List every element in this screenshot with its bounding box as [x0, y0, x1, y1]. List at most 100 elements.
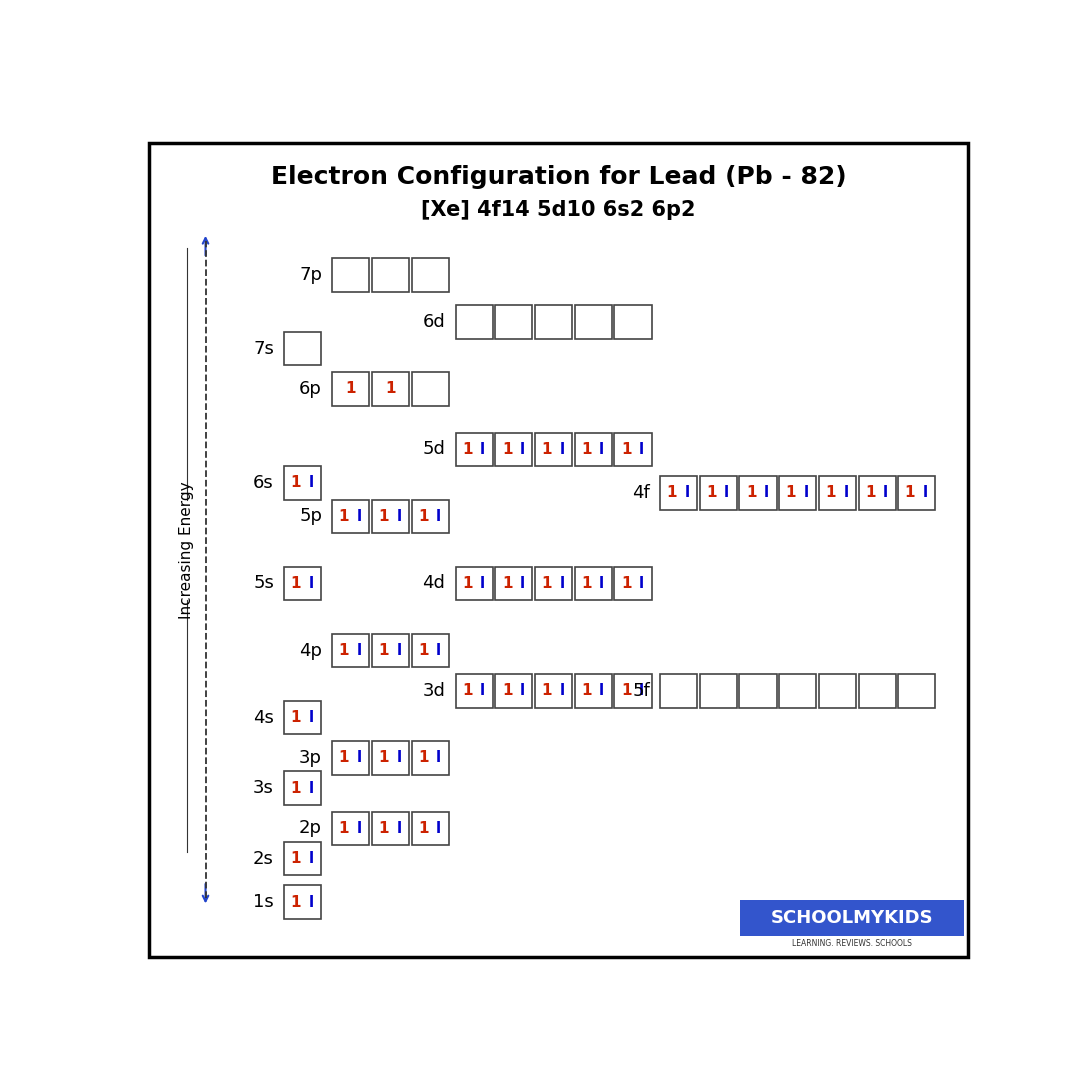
Bar	[412, 500, 449, 534]
Text: 1: 1	[786, 486, 796, 501]
Text: LEARNING. REVIEWS. SCHOOLS: LEARNING. REVIEWS. SCHOOLS	[792, 939, 912, 947]
Bar	[740, 901, 964, 935]
Bar	[535, 305, 572, 339]
Bar	[779, 674, 816, 708]
Text: 1: 1	[581, 576, 592, 591]
Text: l: l	[724, 486, 729, 501]
Bar	[372, 811, 409, 845]
Bar	[495, 566, 532, 600]
Text: 1: 1	[462, 576, 473, 591]
Text: 1: 1	[419, 750, 428, 766]
Bar	[372, 258, 409, 292]
Text: 1: 1	[542, 683, 552, 698]
Text: l: l	[600, 576, 604, 591]
Text: 1: 1	[385, 381, 396, 396]
Text: l: l	[600, 442, 604, 456]
Text: 2s: 2s	[253, 849, 274, 868]
Bar	[372, 742, 409, 774]
Bar	[661, 476, 698, 510]
Text: l: l	[559, 683, 565, 698]
Text: 1: 1	[542, 442, 552, 456]
Text: l: l	[356, 509, 362, 524]
Text: l: l	[356, 644, 362, 658]
Text: 1: 1	[291, 851, 301, 866]
Text: l: l	[803, 486, 809, 501]
Bar	[456, 674, 493, 708]
Bar	[495, 305, 532, 339]
Text: 3s: 3s	[253, 779, 274, 797]
Text: 1: 1	[339, 750, 349, 766]
Bar	[574, 432, 611, 466]
Bar	[859, 674, 896, 708]
Bar	[372, 634, 409, 668]
Text: l: l	[308, 576, 314, 591]
Text: 1: 1	[621, 576, 631, 591]
Text: l: l	[922, 486, 928, 501]
Text: l: l	[308, 476, 314, 490]
Bar	[332, 811, 370, 845]
Text: 5d: 5d	[423, 440, 446, 458]
Text: 3p: 3p	[299, 749, 323, 767]
Bar	[456, 566, 493, 600]
Text: 4p: 4p	[299, 641, 323, 660]
Text: 1: 1	[501, 442, 512, 456]
Bar	[535, 432, 572, 466]
Bar	[412, 258, 449, 292]
Text: SCHOOLMYKIDS: SCHOOLMYKIDS	[771, 909, 933, 927]
Text: 6s: 6s	[253, 474, 274, 492]
Bar	[615, 305, 652, 339]
Text: 6d: 6d	[423, 313, 446, 331]
Bar	[615, 566, 652, 600]
Text: 2p: 2p	[299, 819, 323, 837]
Text: l: l	[397, 509, 401, 524]
Text: 1: 1	[339, 509, 349, 524]
Bar	[615, 674, 652, 708]
Text: 7p: 7p	[299, 266, 323, 284]
Text: l: l	[397, 750, 401, 766]
Text: 1: 1	[581, 442, 592, 456]
Text: l: l	[844, 486, 848, 501]
Text: 1: 1	[581, 683, 592, 698]
Bar	[372, 372, 409, 406]
Bar	[859, 476, 896, 510]
Text: l: l	[308, 851, 314, 866]
Bar	[819, 674, 856, 708]
Bar	[412, 372, 449, 406]
Text: 1: 1	[621, 683, 631, 698]
Bar	[574, 674, 611, 708]
Text: 1: 1	[339, 644, 349, 658]
Text: l: l	[397, 644, 401, 658]
Text: 1: 1	[542, 576, 552, 591]
Bar	[700, 476, 737, 510]
Text: l: l	[685, 486, 690, 501]
Bar	[284, 466, 322, 500]
Bar	[284, 842, 322, 876]
Bar	[898, 674, 935, 708]
Text: 1: 1	[825, 486, 836, 501]
Text: Electron Configuration for Lead (Pb - 82): Electron Configuration for Lead (Pb - 82…	[270, 164, 847, 188]
Bar	[372, 500, 409, 534]
Text: 1: 1	[706, 486, 717, 501]
Text: 4s: 4s	[253, 709, 274, 726]
Text: l: l	[559, 442, 565, 456]
Text: 1: 1	[378, 821, 389, 836]
Bar	[739, 674, 776, 708]
Text: 1: 1	[501, 683, 512, 698]
Text: 5f: 5f	[632, 682, 650, 700]
Text: 1: 1	[291, 710, 301, 725]
Text: 1s: 1s	[253, 893, 274, 911]
Text: 1: 1	[865, 486, 875, 501]
Text: l: l	[356, 750, 362, 766]
Text: l: l	[883, 486, 888, 501]
Text: l: l	[436, 644, 441, 658]
Text: 1: 1	[378, 644, 389, 658]
Text: l: l	[436, 750, 441, 766]
Text: 1: 1	[905, 486, 916, 501]
Text: l: l	[480, 442, 485, 456]
Text: 1: 1	[462, 442, 473, 456]
Text: l: l	[436, 509, 441, 524]
Bar	[574, 566, 611, 600]
Bar	[412, 634, 449, 668]
Text: 7s: 7s	[253, 340, 274, 357]
Bar	[332, 258, 370, 292]
